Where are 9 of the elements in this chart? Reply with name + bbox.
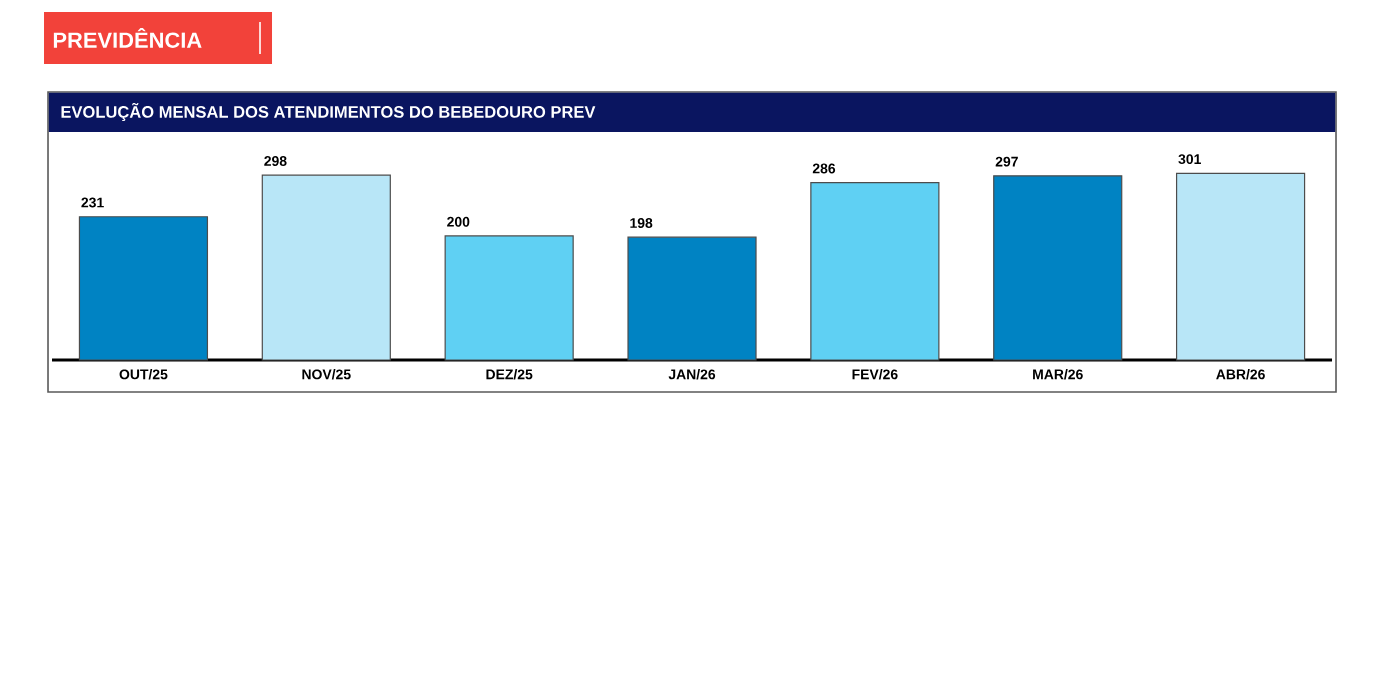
bar	[627, 236, 757, 361]
bar	[261, 174, 391, 361]
bar	[444, 235, 574, 361]
chart-title: EVOLUÇÃO MENSAL DOS ATENDIMENTOS DO BEBEDOURO PREV	[61, 102, 596, 122]
bar	[993, 175, 1123, 361]
text: PREVIDÊNCIA	[53, 28, 202, 48]
bar	[810, 182, 940, 361]
bar	[1175, 172, 1306, 361]
bar	[78, 216, 209, 361]
